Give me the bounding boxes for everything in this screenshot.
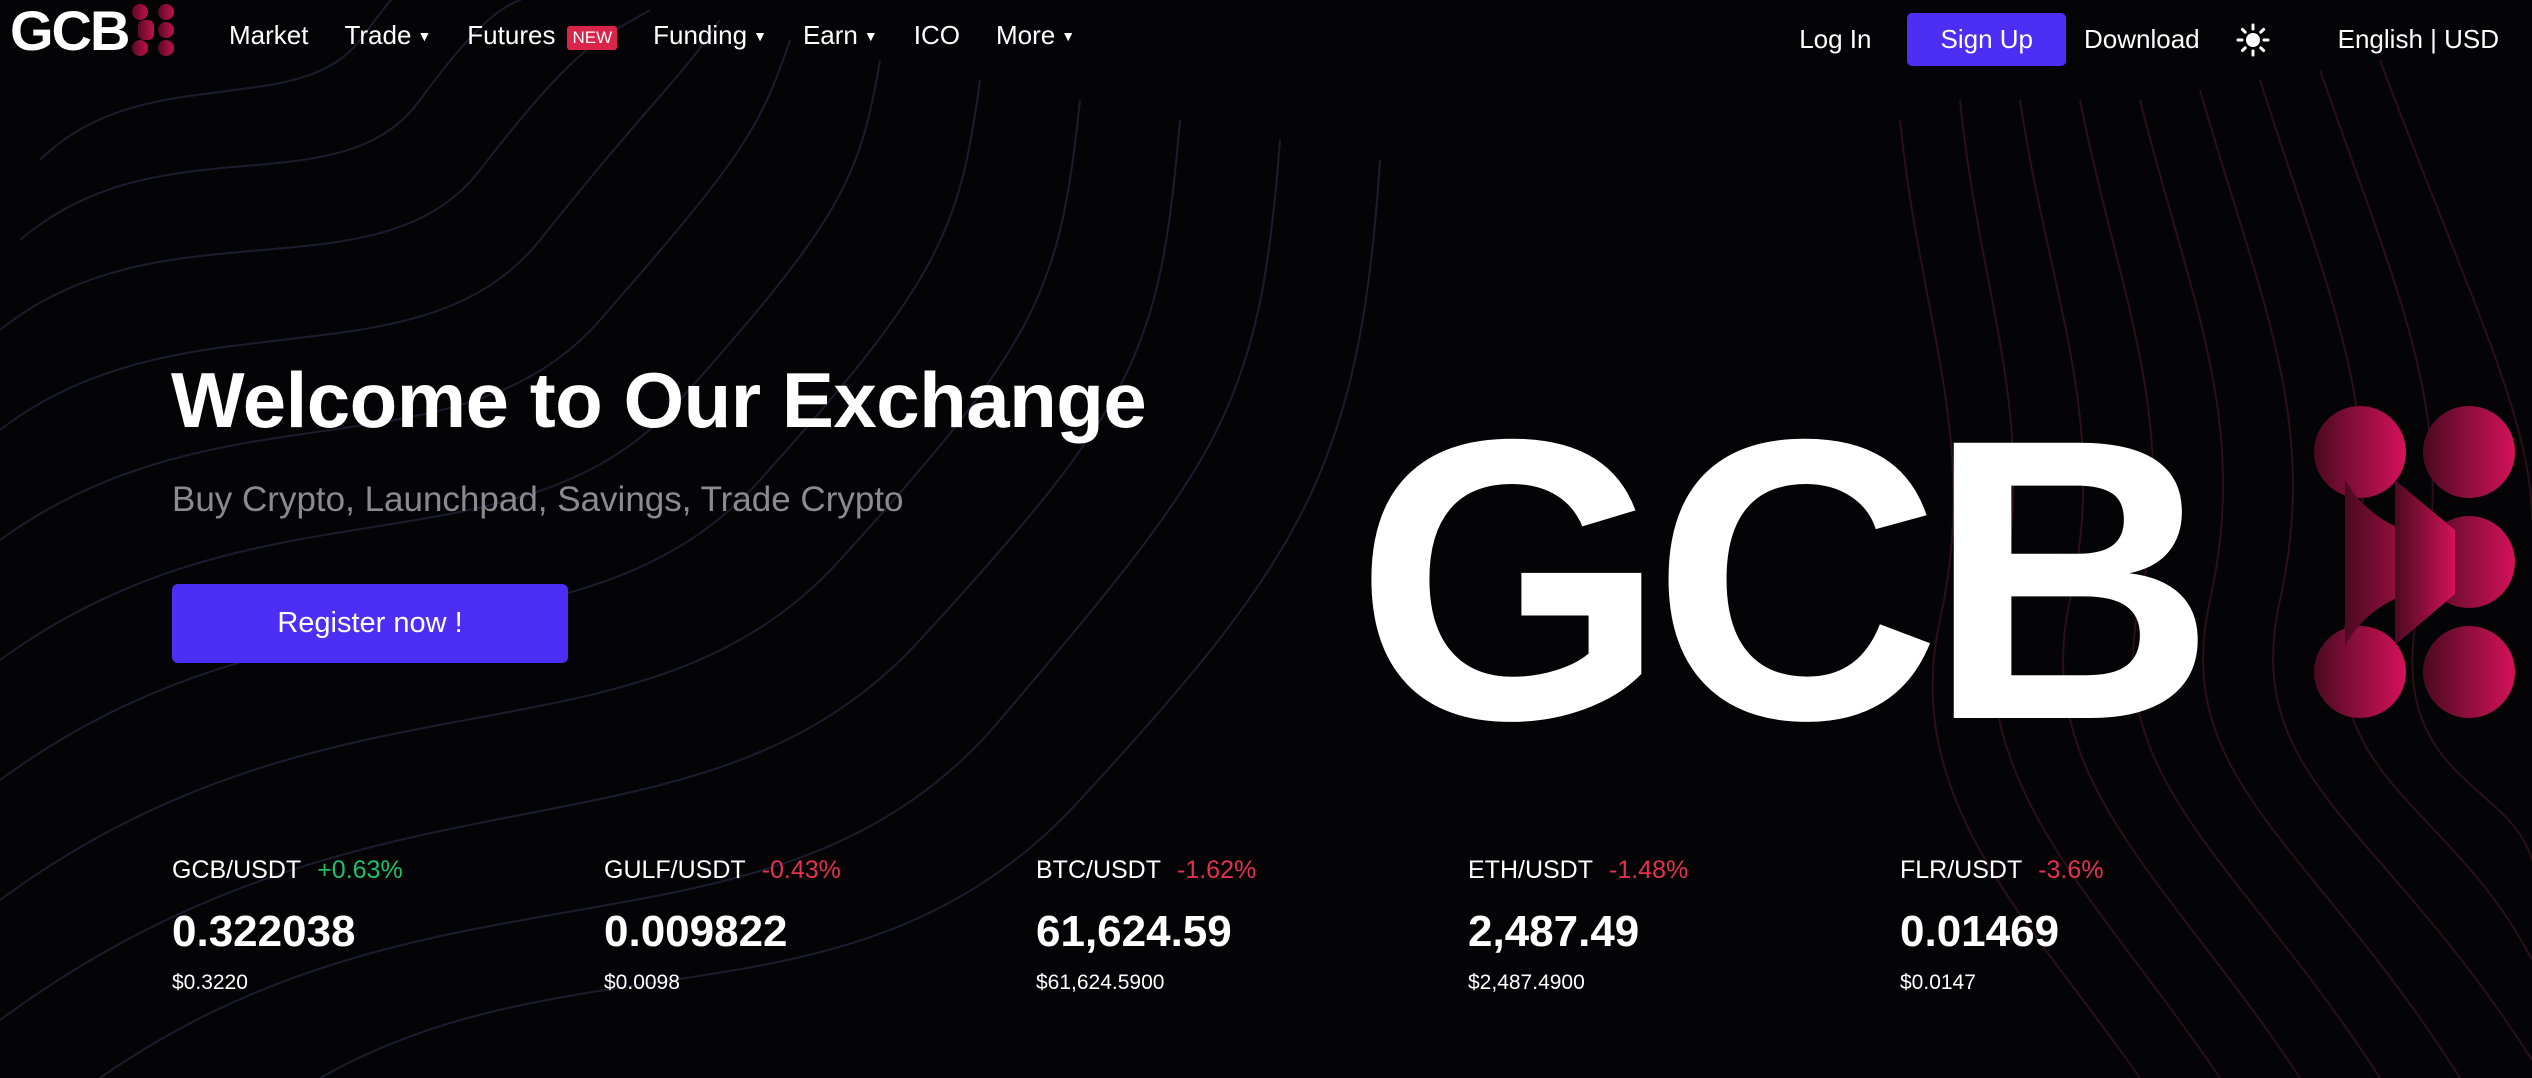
ticker-eth-usdt[interactable]: ETH/USDT -1.48% 2,487.49 $2,487.4900 (1468, 856, 1900, 995)
nav-item-label: Trade (344, 20, 412, 50)
caret-down-icon: ▼ (863, 27, 878, 44)
hero-logo-text: GCB (1355, 400, 2202, 740)
ticker-pair: FLR/USDT (1900, 856, 2023, 884)
ticker-usd-price: $0.3220 (172, 971, 248, 994)
sun-icon[interactable] (2236, 23, 2270, 57)
hero-subtitle: Buy Crypto, Launchpad, Savings, Trade Cr… (172, 480, 904, 519)
new-badge: NEW (567, 25, 618, 50)
ticker-usd-price: $0.0098 (604, 971, 680, 994)
ticker-usd-price: $2,487.4900 (1468, 971, 1585, 994)
ticker-flr-usdt[interactable]: FLR/USDT -3.6% 0.01469 $0.0147 (1900, 856, 2332, 995)
ticker-gulf-usdt[interactable]: GULF/USDT -0.43% 0.009822 $0.0098 (604, 856, 1036, 995)
ticker-price: 0.009822 (604, 907, 788, 956)
ticker-change: -1.48% (1609, 856, 1689, 884)
ticker-change: +0.63% (317, 856, 403, 884)
hero-logo: GCB (1355, 400, 2515, 740)
nav-item-ico[interactable]: ICO (914, 20, 960, 51)
ticker-btc-usdt[interactable]: BTC/USDT -1.62% 61,624.59 $61,624.5900 (1036, 856, 1468, 995)
ticker-price: 0.01469 (1900, 907, 2060, 956)
signup-button[interactable]: Sign Up (1907, 13, 2066, 66)
nav-item-more[interactable]: More ▼ (996, 20, 1075, 51)
ticker-change: -1.62% (1177, 856, 1257, 884)
nav-links: Market Trade ▼ Futures NEW Funding ▼ Ear… (229, 20, 1111, 51)
nav-item-label: Earn (802, 20, 858, 50)
language-currency-selector[interactable]: English | USD (2337, 24, 2499, 54)
market-tickers: GCB/USDT +0.63% 0.322038 $0.3220 GULF/US… (172, 856, 2332, 995)
nav-item-funding[interactable]: Funding ▼ (653, 20, 767, 51)
ticker-price: 61,624.59 (1036, 907, 1232, 956)
nav-item-earn[interactable]: Earn ▼ (803, 20, 878, 51)
register-button[interactable]: Register now ! (172, 584, 568, 663)
caret-down-icon: ▼ (1061, 27, 1076, 44)
nav-item-futures[interactable]: Futures NEW (467, 20, 618, 51)
nav-right: Log In Sign Up Download English | USD (1799, 13, 2499, 66)
logo-mark-icon (132, 4, 175, 56)
ticker-change: -3.6% (2038, 856, 2104, 884)
ticker-gcb-usdt[interactable]: GCB/USDT +0.63% 0.322038 $0.3220 (172, 856, 604, 995)
caret-down-icon: ▼ (417, 27, 432, 44)
download-link[interactable]: Download (2083, 24, 2200, 54)
hero-logo-mark-icon (2314, 406, 2515, 718)
ticker-price: 2,487.49 (1468, 907, 1640, 956)
ticker-usd-price: $61,624.5900 (1036, 971, 1165, 994)
nav-item-label: More (995, 20, 1056, 50)
top-nav: GCB Market (0, 0, 2532, 78)
ticker-pair: GCB/USDT (172, 856, 302, 884)
ticker-pair: BTC/USDT (1036, 856, 1161, 884)
nav-item-label: Futures (467, 20, 556, 50)
nav-item-market[interactable]: Market (229, 20, 308, 51)
ticker-price: 0.322038 (172, 907, 356, 956)
hero-title: Welcome to Our Exchange (171, 356, 1147, 444)
login-link[interactable]: Log In (1799, 24, 1872, 54)
ticker-change: -0.43% (761, 856, 841, 884)
logo-text: GCB (10, 0, 130, 62)
logo[interactable]: GCB (10, 0, 176, 62)
nav-item-label: ICO (913, 20, 960, 50)
nav-item-trade[interactable]: Trade ▼ (344, 20, 431, 51)
ticker-pair: GULF/USDT (604, 856, 746, 884)
ticker-pair: ETH/USDT (1468, 856, 1593, 884)
caret-down-icon: ▼ (753, 27, 767, 44)
ticker-usd-price: $0.0147 (1900, 971, 1976, 994)
nav-item-label: Market (229, 20, 309, 50)
nav-item-label: Funding (653, 20, 748, 50)
